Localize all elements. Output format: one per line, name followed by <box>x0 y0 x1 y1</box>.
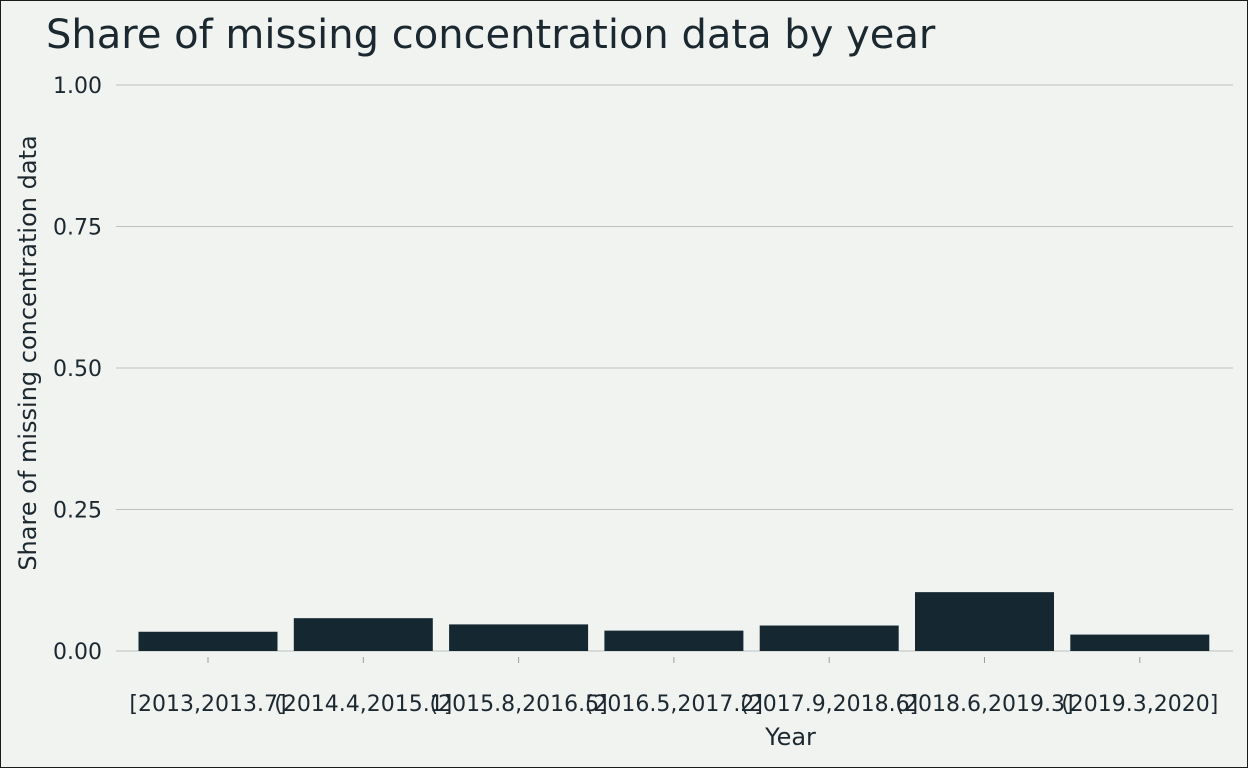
bar <box>604 630 744 651</box>
x-tick-label: (2018.6,2019.3] <box>895 692 1073 717</box>
x-tick-label: (2015.8,2016.5] <box>430 692 608 717</box>
bar <box>138 631 278 651</box>
x-tick-label: (2019.3,2020] <box>1061 692 1218 717</box>
x-axis-title: Year <box>764 723 816 751</box>
x-tick-label: [2013,2013.7] <box>129 692 286 717</box>
x-tick-label: (2017.9,2018.6] <box>740 692 918 717</box>
y-tick-label: 1.00 <box>53 74 102 99</box>
bar <box>1070 634 1210 651</box>
grid-layer <box>116 84 1233 652</box>
y-tick-label: 0.75 <box>53 216 102 241</box>
bars <box>138 592 1210 651</box>
x-tick-label: (2014.4,2015.1] <box>274 692 452 717</box>
bar <box>759 625 899 651</box>
bar <box>449 624 589 651</box>
y-axis-title: Share of missing concentration data <box>14 135 42 570</box>
y-tick-label: 0.50 <box>53 357 102 382</box>
y-tick-label: 0.25 <box>53 499 102 524</box>
y-tick-label: 0.00 <box>53 640 102 665</box>
y-axis-ticks: 0.00 0.25 0.50 0.75 1.00 <box>53 74 102 665</box>
x-axis-ticks: [2013,2013.7](2014.4,2015.1](2015.8,2016… <box>129 657 1218 717</box>
bar <box>915 592 1054 651</box>
chart-title: Share of missing concentration data by y… <box>46 12 936 58</box>
x-tick-label: (2016.5,2017.2] <box>585 692 763 717</box>
bar <box>293 618 433 651</box>
